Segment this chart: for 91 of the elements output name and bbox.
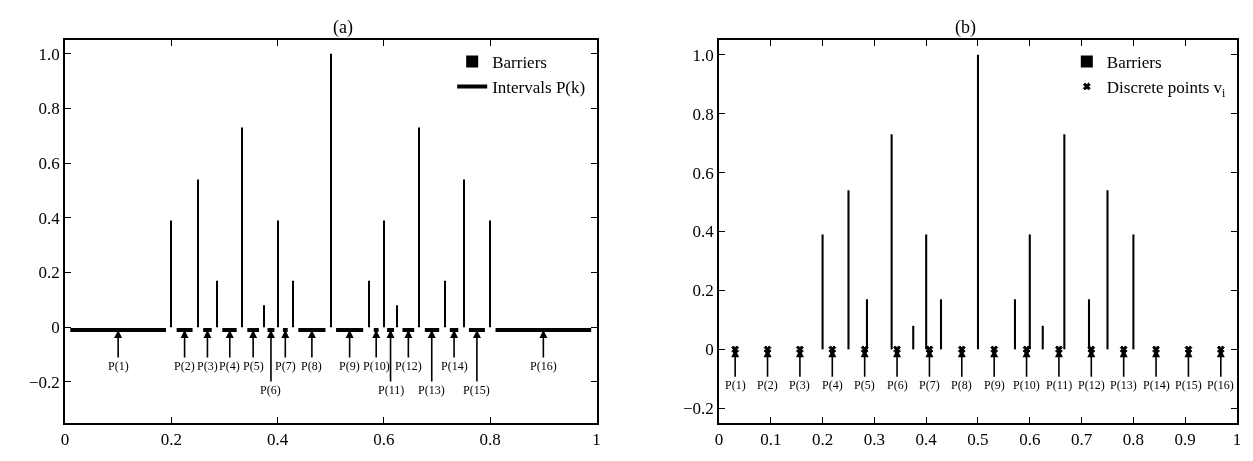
annotation: P(14) <box>1143 378 1170 392</box>
bar <box>821 234 824 350</box>
bar <box>1013 299 1017 350</box>
x-tick-label: 0.1 <box>760 430 782 450</box>
annotation: P(4) <box>822 378 843 392</box>
y-tick-label: 0.8 <box>692 104 714 124</box>
x-tick-label: 0.7 <box>1070 430 1093 450</box>
annotation: P(16) <box>530 359 557 373</box>
annotation: P(9) <box>339 359 360 373</box>
bar <box>489 220 491 328</box>
y-tick-label: 0.4 <box>38 208 61 228</box>
y-tick-label: 0.2 <box>38 263 60 283</box>
y-tick-label: 0 <box>51 318 60 338</box>
bar <box>912 325 915 350</box>
legend-label: Barriers <box>492 53 547 73</box>
y-tick-label: 0.2 <box>692 281 714 301</box>
annotation: P(15) <box>1175 378 1202 392</box>
bar <box>383 220 385 328</box>
x-tick-label: 0.9 <box>1174 430 1196 450</box>
bar <box>444 280 446 328</box>
y-tick-label: −0.2 <box>682 399 714 419</box>
y-tick-label: 1.0 <box>692 45 714 65</box>
annotation: P(8) <box>951 378 972 392</box>
annotation: P(11) <box>378 383 405 397</box>
bar <box>277 220 279 328</box>
bar <box>396 305 398 328</box>
annotation: P(9) <box>984 378 1005 392</box>
x-tick-label: 0.4 <box>915 430 938 450</box>
legend-label: Barriers <box>1106 53 1162 73</box>
y-tick-label: 0.6 <box>692 163 714 183</box>
annotation: P(11) <box>1046 378 1073 392</box>
bar <box>463 179 465 328</box>
annotation: P(8) <box>301 359 322 373</box>
annotation: P(4) <box>219 359 240 373</box>
annotation: P(15) <box>463 383 490 397</box>
x-tick-label: 0.8 <box>479 430 501 450</box>
bar <box>939 299 943 350</box>
bar <box>1132 234 1135 350</box>
y-tick-label: 1.0 <box>38 44 60 64</box>
y-tick-label: 0.8 <box>38 99 60 119</box>
annotation: P(1) <box>725 378 746 392</box>
annotation: P(14) <box>441 359 468 373</box>
bar <box>170 220 172 328</box>
annotation: P(13) <box>1110 378 1137 392</box>
bar <box>330 53 332 328</box>
annotation: P(7) <box>919 378 940 392</box>
x-tick-label: 0.2 <box>160 430 182 450</box>
y-tick-label: 0 <box>705 340 714 360</box>
x-tick-label: 0.6 <box>1019 430 1041 450</box>
chart-title: (b) <box>955 17 976 38</box>
annotation: P(12) <box>1078 378 1105 392</box>
annotation: P(2) <box>174 359 195 373</box>
x-tick-label: 0.6 <box>373 430 395 450</box>
bar <box>216 280 218 328</box>
annotation: P(6) <box>260 383 281 397</box>
legend-label: Intervals P(k) <box>492 78 586 98</box>
x-tick-label: 0.5 <box>967 430 989 450</box>
chart-title: (a) <box>333 17 353 38</box>
y-tick-label: −0.2 <box>29 372 60 392</box>
x-tick-label: 0.4 <box>266 430 289 450</box>
bar <box>197 179 199 328</box>
annotation: P(12) <box>395 359 422 373</box>
x-tick-label: 0.8 <box>1122 430 1145 450</box>
x-tick-label: 0.2 <box>811 430 834 450</box>
legend-label: Discrete points v$_{i}$ <box>1106 78 1227 100</box>
bar <box>368 280 370 328</box>
y-tick-label: 0.4 <box>692 222 715 242</box>
x-tick-label: 1 <box>1232 430 1242 450</box>
annotation: P(2) <box>757 378 778 392</box>
bar <box>241 127 243 328</box>
bar <box>292 280 294 328</box>
bar <box>418 127 420 328</box>
annotation: P(10) <box>363 359 390 373</box>
bar <box>976 54 980 350</box>
y-tick-label: 0.6 <box>38 154 60 174</box>
annotation: P(7) <box>275 359 296 373</box>
bar <box>847 190 850 350</box>
annotation: P(6) <box>887 378 908 392</box>
annotation: P(16) <box>1207 378 1234 392</box>
annotation: P(1) <box>108 359 129 373</box>
x-tick-label: 1 <box>592 430 601 450</box>
annotation: P(5) <box>854 378 875 392</box>
bar <box>1041 325 1044 350</box>
annotation: P(5) <box>243 359 264 373</box>
bar <box>1106 190 1109 350</box>
annotation: P(3) <box>197 359 218 373</box>
x-tick-label: 0.3 <box>863 430 886 450</box>
annotation: P(10) <box>1013 378 1040 392</box>
annotation: P(13) <box>418 383 445 397</box>
annotation: P(3) <box>789 378 810 392</box>
bar <box>263 305 265 328</box>
